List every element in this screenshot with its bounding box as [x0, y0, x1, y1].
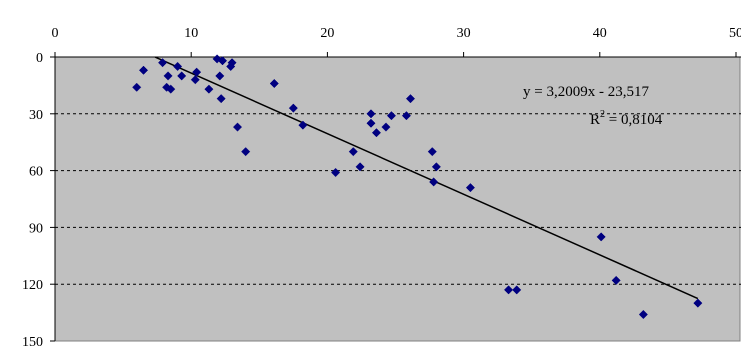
x-tick-label: 0 — [52, 26, 59, 41]
y-tick-label: 120 — [22, 278, 43, 293]
y-tick-label: 60 — [29, 165, 43, 180]
x-axis-ticks: 0 10 20 30 40 50 — [52, 26, 741, 57]
x-tick-label: 20 — [320, 26, 334, 41]
equation-label: y = 3,2009x - 23,517 — [523, 84, 649, 100]
y-tick-label: 90 — [29, 221, 43, 236]
x-tick-label: 30 — [457, 26, 471, 41]
y-tick-label: 30 — [29, 108, 43, 123]
x-tick-label: 10 — [184, 26, 198, 41]
x-tick-label: 50 — [729, 26, 741, 41]
y-tick-label: 150 — [22, 335, 43, 350]
r-squared-value: = 0,8104 — [605, 112, 663, 128]
r-squared-r: R — [590, 112, 600, 128]
x-tick-label: 40 — [593, 26, 607, 41]
y-axis-ticks: 0 30 60 90 120 150 — [22, 51, 55, 350]
y-tick-label: 0 — [36, 51, 43, 66]
